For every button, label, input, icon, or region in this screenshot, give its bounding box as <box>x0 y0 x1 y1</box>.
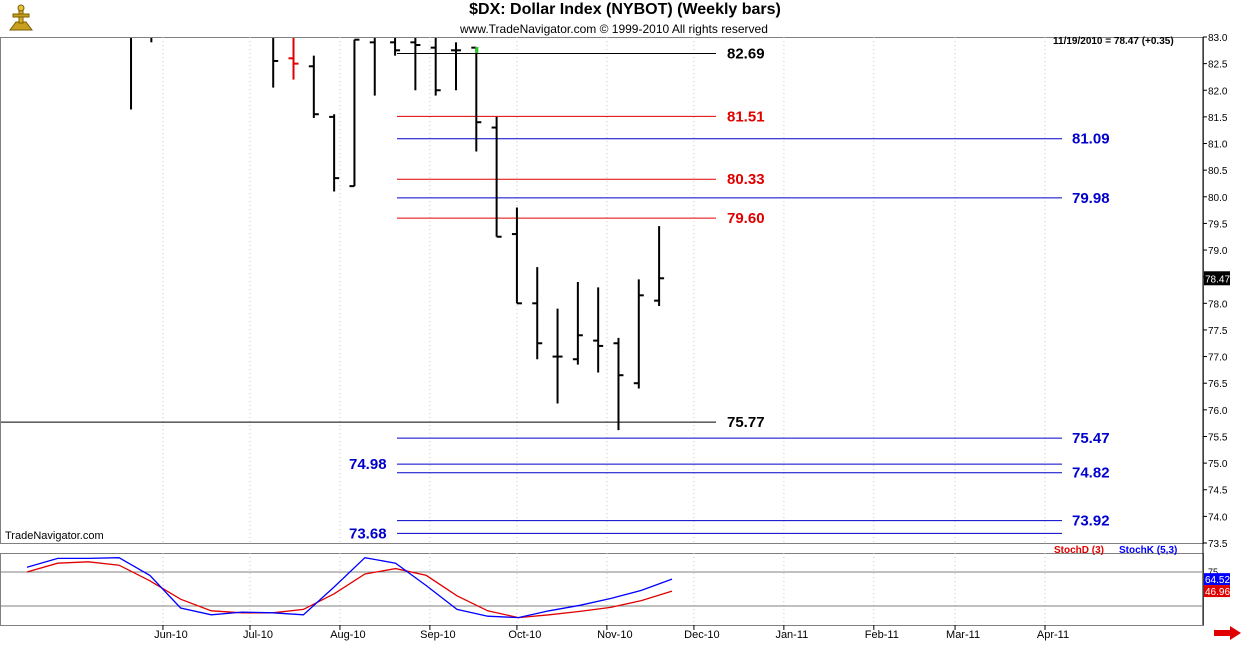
level-label: 79.60 <box>727 210 765 227</box>
level-label: 81.09 <box>1072 131 1110 148</box>
level-label: 75.47 <box>1072 430 1110 447</box>
ohlc-bar <box>532 267 543 360</box>
x-tick-label: Jan-11 <box>775 629 808 641</box>
x-tick-label: Mar-11 <box>946 629 980 641</box>
brand-text: TradeNavigator.com <box>5 530 104 542</box>
osc-last-label: 64.52 <box>1205 575 1230 586</box>
level-label: 73.68 <box>349 525 387 542</box>
y-tick-label: 75.0 <box>1208 459 1228 470</box>
ohlc-bar <box>633 279 644 389</box>
level-label: 75.77 <box>727 414 765 431</box>
y-tick-label: 74.0 <box>1208 512 1228 523</box>
copyright-text: www.TradeNavigator.com © 1999-2010 All r… <box>460 22 768 36</box>
chart-title: $DX: Dollar Index (NYBOT) (Weekly bars) <box>469 1 781 18</box>
level-label: 81.51 <box>727 108 765 125</box>
y-tick-label: 76.5 <box>1208 379 1228 390</box>
oscillator-panel-frame <box>0 553 1204 626</box>
y-tick-label: 74.5 <box>1208 486 1228 497</box>
x-tick-label: Feb-11 <box>865 629 899 641</box>
ohlc-bar <box>572 282 583 365</box>
ohlc-bar <box>430 38 441 96</box>
trade-navigator-logo-icon <box>9 4 33 31</box>
ohlc-bar <box>450 42 461 91</box>
y-tick-label: 78.0 <box>1208 299 1228 310</box>
x-tick-label: Dec-10 <box>684 629 719 641</box>
osc-last-label: 46.96 <box>1205 587 1230 598</box>
x-tick-label: Jun-10 <box>154 629 188 641</box>
x-tick-label: Nov-10 <box>597 629 632 641</box>
y-tick-label: 77.5 <box>1208 326 1228 337</box>
x-tick-label: Jul-10 <box>243 629 273 641</box>
stoch-series-line <box>26 561 673 619</box>
y-tick-label: 80.0 <box>1208 193 1228 204</box>
y-tick-label: 80.5 <box>1208 166 1228 177</box>
ohlc-bar <box>613 337 624 431</box>
legend-stochd: StochD (3) <box>1054 545 1104 556</box>
ohlc-bar <box>491 116 502 238</box>
ohlc-bar <box>329 114 340 192</box>
x-tick-label: Aug-10 <box>330 629 365 641</box>
x-tick-label: Apr-11 <box>1037 629 1069 641</box>
ohlc-bar <box>369 38 376 96</box>
y-tick-label: 82.0 <box>1208 86 1228 97</box>
y-tick-label: 77.0 <box>1208 353 1228 364</box>
level-label: 73.92 <box>1072 513 1110 530</box>
osc-last-box <box>1204 573 1230 586</box>
ohlc-bar <box>511 207 522 305</box>
osc-tick-label: 75 <box>1208 567 1218 577</box>
y-tick-label: 82.5 <box>1208 60 1228 71</box>
y-tick-label: 81.0 <box>1208 140 1228 151</box>
signal-marker <box>475 47 479 53</box>
last-price-box <box>1204 271 1230 286</box>
ohlc-bar <box>593 287 604 373</box>
last-quote: 11/19/2010 = 78.47 (+0.35) <box>1053 36 1174 47</box>
y-tick-label: 83.0 <box>1208 33 1228 44</box>
stoch-series-line <box>26 557 673 619</box>
x-tick-label: Oct-10 <box>508 629 541 641</box>
y-tick-label: 73.5 <box>1208 539 1228 550</box>
level-label: 74.82 <box>1072 465 1110 482</box>
osc-last-box <box>1204 585 1230 598</box>
ohlc-bar <box>390 38 401 56</box>
level-label: 74.98 <box>349 456 387 473</box>
ohlc-bar <box>654 226 665 306</box>
y-tick-label: 79.5 <box>1208 219 1228 230</box>
last-price-label: 78.47 <box>1205 274 1230 285</box>
level-label: 79.98 <box>1072 190 1110 207</box>
ohlc-bar <box>308 55 319 118</box>
ohlc-bar <box>552 308 563 404</box>
y-tick-label: 79.0 <box>1208 246 1228 257</box>
ohlc-bar <box>471 46 482 152</box>
ohlc-bar <box>288 38 299 80</box>
level-label: 82.69 <box>727 46 765 63</box>
legend-stochk: StochK (5,3) <box>1119 545 1178 556</box>
y-tick-label: 76.0 <box>1208 406 1228 417</box>
price-panel-frame <box>0 37 1204 544</box>
ohlc-bar <box>410 38 421 91</box>
ohlc-bar <box>349 38 360 188</box>
level-label: 80.33 <box>727 171 765 188</box>
scroll-right-arrow-icon[interactable] <box>1212 626 1242 640</box>
ohlc-bar <box>272 38 279 88</box>
x-tick-label: Sep-10 <box>420 629 455 641</box>
y-tick-label: 75.5 <box>1208 432 1228 443</box>
y-tick-label: 81.5 <box>1208 113 1228 124</box>
